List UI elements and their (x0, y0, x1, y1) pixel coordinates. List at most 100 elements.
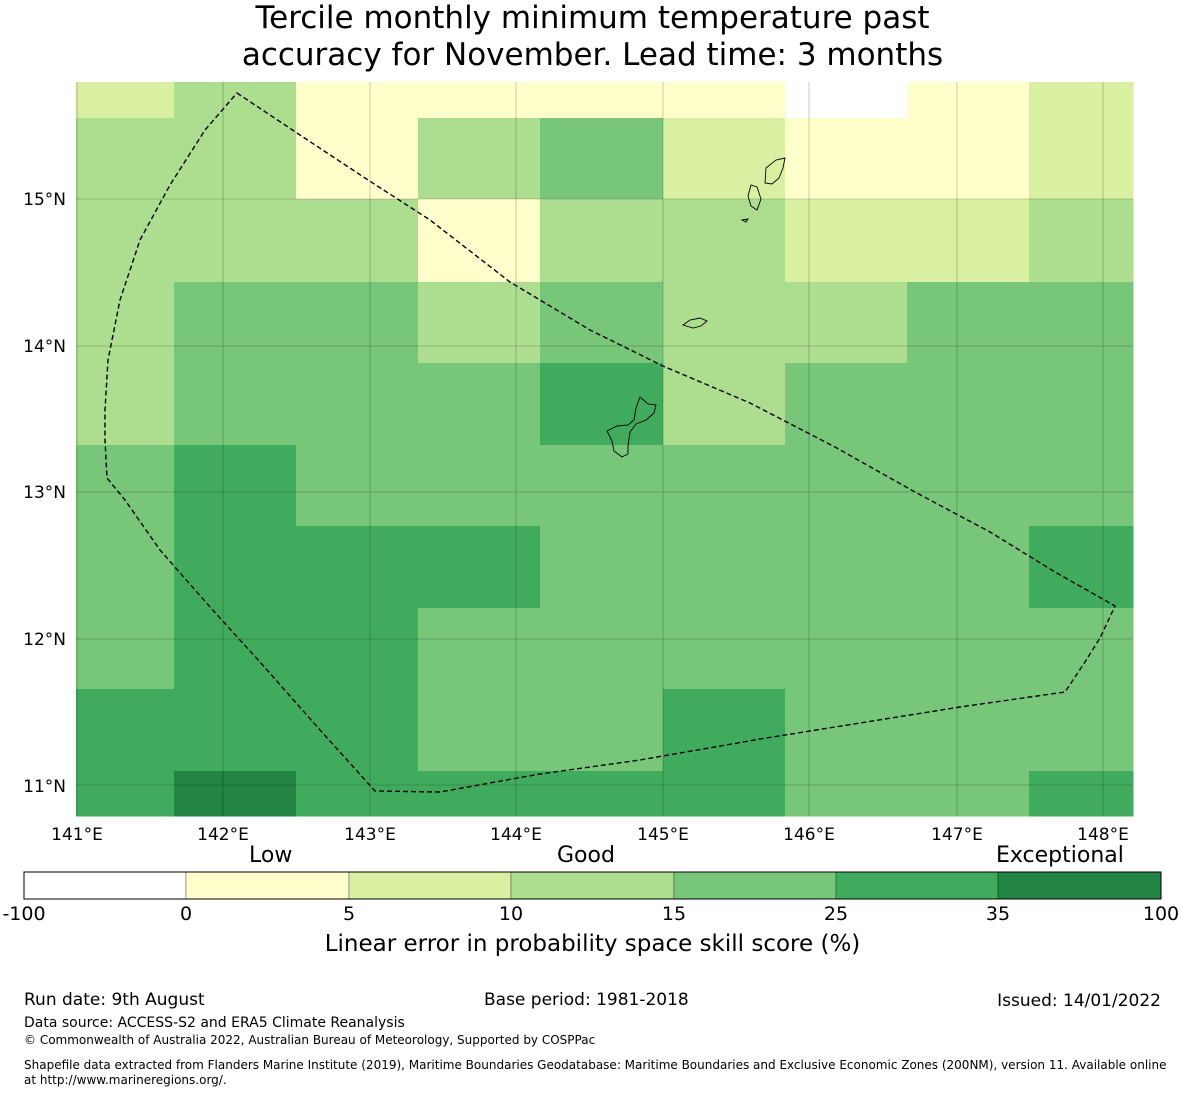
grid-cell (540, 118, 664, 200)
colorbar-segment (185, 871, 350, 900)
copyright: © Commonwealth of Australia 2022, Austra… (24, 1033, 596, 1047)
grid-cell (1029, 689, 1134, 772)
grid-cell (76, 199, 175, 283)
legend-exceptional-label: Exceptional (996, 843, 1124, 868)
saipan-north-outline (764, 157, 786, 185)
grid-cell (1029, 118, 1134, 200)
colorbar-segment (23, 871, 187, 900)
grid-cell (785, 363, 908, 446)
grid-cell (76, 771, 175, 817)
map-title-line1: Tercile monthly minimum temperature past (255, 0, 930, 36)
grid-cell (76, 282, 175, 364)
grid-cell (907, 363, 1030, 446)
grid-cell (785, 526, 908, 609)
grid-cell (785, 118, 908, 200)
grid-cell (540, 363, 664, 446)
grid-cell (296, 445, 419, 527)
colorbar-segment (835, 871, 999, 900)
lat-label-15: 15°N (23, 190, 66, 210)
grid-cell (663, 608, 786, 690)
grid-cell (540, 689, 664, 772)
grid-cell (907, 526, 1030, 609)
grid-cell (174, 118, 297, 200)
colorbar-label: Linear error in probability space skill … (324, 931, 861, 957)
grid-cell (907, 771, 1030, 817)
colorbar-segment (673, 871, 837, 900)
grid-cell (418, 445, 541, 527)
grid-cell (174, 526, 297, 609)
grid-cell (1029, 526, 1134, 609)
grid-cell (174, 445, 297, 527)
grid-cell (785, 199, 908, 283)
lat-label-11: 11°N (23, 777, 66, 797)
grid-cell (785, 608, 908, 690)
grid-cell (174, 608, 297, 690)
lon-label-141: 141°E (51, 825, 103, 845)
grid-cell (76, 526, 175, 609)
grid-cell (174, 363, 297, 446)
lon-label-146: 146°E (783, 825, 835, 845)
grid-cell (785, 82, 908, 119)
grid-cell (540, 445, 664, 527)
lon-label-148: 148°E (1077, 825, 1129, 845)
grid-cell (907, 82, 1030, 119)
grid-cell (907, 118, 1030, 200)
grid-cell (540, 526, 664, 609)
grid-cell (785, 282, 908, 364)
base-period: Base period: 1981-2018 (484, 990, 689, 1010)
grid-cell (663, 689, 786, 772)
grid-cell (418, 526, 541, 609)
saipan-outline (747, 184, 762, 211)
lat-label-13: 13°N (23, 483, 66, 503)
grid-cell (1029, 608, 1134, 690)
lon-label-143: 143°E (344, 825, 396, 845)
colorbar-tick-label: 10 (499, 903, 523, 925)
rota-outline (681, 317, 708, 329)
grid-cell (1029, 282, 1134, 364)
grid-cell (663, 445, 786, 527)
grid-cell (540, 608, 664, 690)
grid-cell (540, 199, 664, 283)
grid-cell (663, 199, 786, 283)
colorbar-segment (510, 871, 675, 900)
shapefile-credit-line2: at http://www.marineregions.org/. (24, 1073, 227, 1087)
grid-cell (174, 199, 297, 283)
colorbar-ticks: -100 0 5 10 15 25 35 100 (2, 903, 1179, 925)
grid-cell (296, 689, 419, 772)
grid-cell (907, 608, 1030, 690)
grid-cell (1029, 445, 1134, 527)
grid-cell (174, 282, 297, 364)
grid-cell (907, 445, 1030, 527)
issued-date: Issued: 14/01/2022 (997, 991, 1161, 1011)
colorbar-segment (997, 871, 1162, 900)
grid-cell (1029, 771, 1134, 817)
grid-cell (418, 118, 541, 200)
grid-cell (296, 82, 419, 119)
colorbar-tick-label: 25 (824, 903, 848, 925)
grid-cell (1029, 82, 1134, 119)
grid-cell (418, 282, 541, 364)
lon-label-147: 147°E (931, 825, 983, 845)
grid-cell (663, 771, 786, 817)
grid-cell (418, 363, 541, 446)
grid-cell (418, 82, 541, 119)
grid-cell (418, 689, 541, 772)
colorbar (23, 871, 1162, 900)
grid-cell (418, 771, 541, 817)
legend-good-label: Good (557, 843, 615, 868)
lon-label-145: 145°E (637, 825, 689, 845)
grid-cell (907, 689, 1030, 772)
grid-cell (76, 689, 175, 772)
grid-cell (296, 608, 419, 690)
skill-grid (76, 82, 1134, 817)
grid-cell (174, 689, 297, 772)
colorbar-tick-label: -100 (2, 903, 45, 925)
colorbar-tick-label: 5 (343, 903, 355, 925)
lat-label-14: 14°N (23, 337, 66, 357)
colorbar-frame (23, 871, 1162, 900)
grid-cell (76, 82, 175, 119)
grid-cell (663, 82, 786, 119)
grid-cell (785, 771, 908, 817)
guam-outline (606, 396, 657, 458)
shapefile-credit-line1: Shapefile data extracted from Flanders M… (24, 1058, 1167, 1072)
